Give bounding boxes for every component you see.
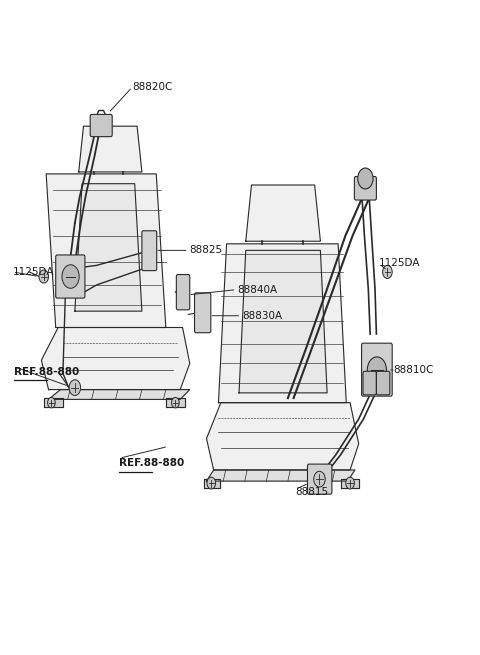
Polygon shape <box>218 244 346 403</box>
FancyBboxPatch shape <box>56 255 85 298</box>
FancyBboxPatch shape <box>142 231 157 271</box>
Circle shape <box>207 477 216 489</box>
FancyBboxPatch shape <box>361 343 392 396</box>
FancyBboxPatch shape <box>308 464 332 494</box>
Polygon shape <box>204 479 220 487</box>
Circle shape <box>358 168 373 189</box>
Circle shape <box>383 265 392 278</box>
Circle shape <box>62 265 79 288</box>
Text: 88815: 88815 <box>295 487 328 497</box>
Polygon shape <box>48 390 190 400</box>
FancyBboxPatch shape <box>376 371 390 395</box>
Polygon shape <box>79 126 142 172</box>
Circle shape <box>346 477 354 489</box>
FancyBboxPatch shape <box>363 371 376 395</box>
Text: 88825: 88825 <box>190 246 223 255</box>
Polygon shape <box>46 174 166 328</box>
FancyBboxPatch shape <box>354 176 376 200</box>
Circle shape <box>69 380 81 396</box>
Polygon shape <box>166 398 185 407</box>
Text: REF.88-880: REF.88-880 <box>120 458 185 468</box>
Circle shape <box>171 398 179 408</box>
Circle shape <box>39 270 48 283</box>
Text: 88840A: 88840A <box>238 284 278 295</box>
Polygon shape <box>41 328 190 390</box>
Text: 88820C: 88820C <box>132 82 173 92</box>
Text: 88810C: 88810C <box>393 365 433 375</box>
FancyBboxPatch shape <box>194 293 211 333</box>
FancyBboxPatch shape <box>176 274 190 310</box>
Text: REF.88-880: REF.88-880 <box>14 367 79 377</box>
Polygon shape <box>206 403 359 470</box>
Circle shape <box>48 398 55 408</box>
FancyBboxPatch shape <box>90 115 112 137</box>
Polygon shape <box>44 398 63 407</box>
Polygon shape <box>75 183 142 311</box>
Text: 1125DA: 1125DA <box>12 267 54 277</box>
Polygon shape <box>341 479 359 487</box>
Polygon shape <box>239 250 327 393</box>
Text: 1125DA: 1125DA <box>379 259 420 269</box>
Circle shape <box>367 357 386 383</box>
Polygon shape <box>206 470 355 481</box>
Polygon shape <box>246 185 321 241</box>
Text: 88830A: 88830A <box>242 310 283 321</box>
Circle shape <box>314 472 325 487</box>
